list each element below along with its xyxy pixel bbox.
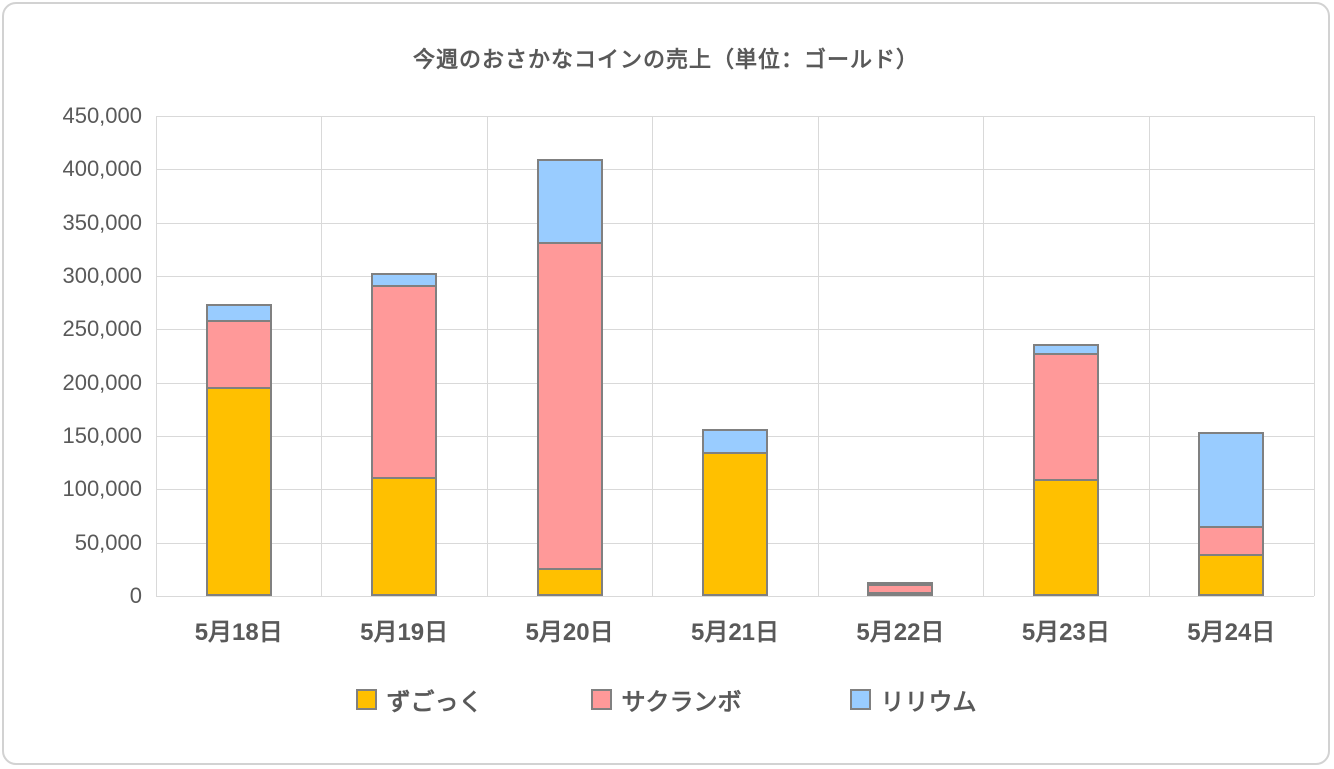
y-axis: 0 50,000 100,000 150,000 200,000 250,000 300,0… [4, 103, 142, 608]
chart-title: 今週のおさかなコインの売上（単位：ゴールド） [412, 47, 919, 72]
legend-swatch-icon [849, 689, 871, 710]
legend-swatch-icon [590, 689, 612, 710]
y-tick-label: 50,000 [74, 529, 142, 555]
bar-segment-ずごっく [536, 568, 603, 596]
bar-segment-ずごっく [702, 451, 768, 596]
bar-segment-サクランボ [205, 319, 272, 387]
bar-segment-リリウム [702, 428, 768, 452]
bar-segment-リリウム [371, 272, 438, 285]
gridline-vertical [818, 116, 819, 596]
stacked-bar-5月21日 [702, 428, 768, 596]
legend-item-リリウム: リリウム [849, 682, 977, 717]
legend-label: サクランボ [621, 689, 742, 716]
plot-area [156, 116, 1315, 597]
stacked-bar-5月24日 [1198, 431, 1265, 596]
y-tick-label: 300,000 [62, 263, 142, 288]
stacked-bar-5月18日 [205, 303, 272, 596]
x-tick-label: 5月19日 [360, 619, 449, 646]
legend-label: リリウム [880, 689, 977, 716]
legend-item-サクランボ: サクランボ [590, 682, 742, 717]
x-tick-label: 5月20日 [525, 619, 614, 646]
gridline-horizontal [156, 276, 1314, 277]
bar-segment-サクランボ [867, 584, 934, 592]
y-tick-label: 450,000 [62, 103, 142, 128]
gridline-vertical [983, 116, 984, 596]
gridline-vertical [1149, 116, 1150, 596]
gridline-horizontal [156, 116, 1314, 117]
gridline-horizontal [156, 222, 1314, 224]
gridline-horizontal [156, 329, 1314, 331]
y-tick-label: 350,000 [62, 209, 142, 235]
legend: ずごっく サクランボ リリウム [4, 682, 1328, 717]
stacked-bar-5月19日 [371, 272, 438, 596]
gridline-vertical [156, 116, 157, 596]
bar-segment-リリウム [867, 582, 934, 585]
x-tick-label: 5月22日 [856, 619, 945, 646]
bar-segment-ずごっく [205, 386, 272, 596]
gridline-horizontal [156, 596, 1314, 597]
x-tick-label: 5月21日 [690, 619, 780, 646]
stacked-bar-5月23日 [1032, 344, 1099, 596]
y-tick-label: 100,000 [62, 476, 142, 502]
bar-segment-リリウム [205, 303, 272, 320]
x-tick-label: 5月23日 [1021, 619, 1110, 646]
bar-segment-リリウム [1032, 344, 1099, 353]
legend-swatch-icon [355, 689, 377, 710]
bar-segment-リリウム [536, 158, 603, 242]
stacked-bar-5月20日 [536, 158, 603, 596]
bar-segment-サクランボ [1198, 525, 1265, 555]
y-tick-label: 400,000 [62, 156, 142, 182]
bar-segment-ずごっく [1198, 554, 1265, 596]
bar-segment-ずごっく [1032, 478, 1099, 596]
bar-segment-ずごっく [867, 591, 934, 596]
bar-segment-サクランボ [371, 284, 438, 477]
x-tick-label: 5月24日 [1187, 619, 1276, 646]
x-tick-label: 5月18日 [194, 619, 283, 646]
y-tick-label: 200,000 [62, 369, 142, 395]
gridline-vertical [321, 116, 322, 596]
bar-segment-サクランボ [1032, 352, 1099, 479]
y-tick-label: 150,000 [62, 423, 142, 448]
gridline-vertical [487, 116, 488, 596]
y-tick-label: 0 [129, 583, 142, 608]
legend-item-ずごっく: ずごっく [355, 682, 483, 717]
stacked-bar-5月22日 [867, 582, 934, 596]
legend-label: ずごっく [386, 689, 483, 716]
gridline-horizontal [156, 382, 1314, 384]
bar-segment-サクランボ [536, 241, 603, 569]
y-tick-label: 250,000 [62, 316, 142, 342]
bar-segment-ずごっく [371, 476, 438, 596]
bar-segment-リリウム [1198, 431, 1265, 526]
gridline-horizontal [156, 169, 1314, 171]
gridline-vertical [1314, 116, 1315, 596]
gridline-vertical [652, 116, 653, 596]
x-axis: 5月18日 5月19日 5月20日 5月21日 5月22日 5月23日 5月24日 [156, 612, 1314, 652]
